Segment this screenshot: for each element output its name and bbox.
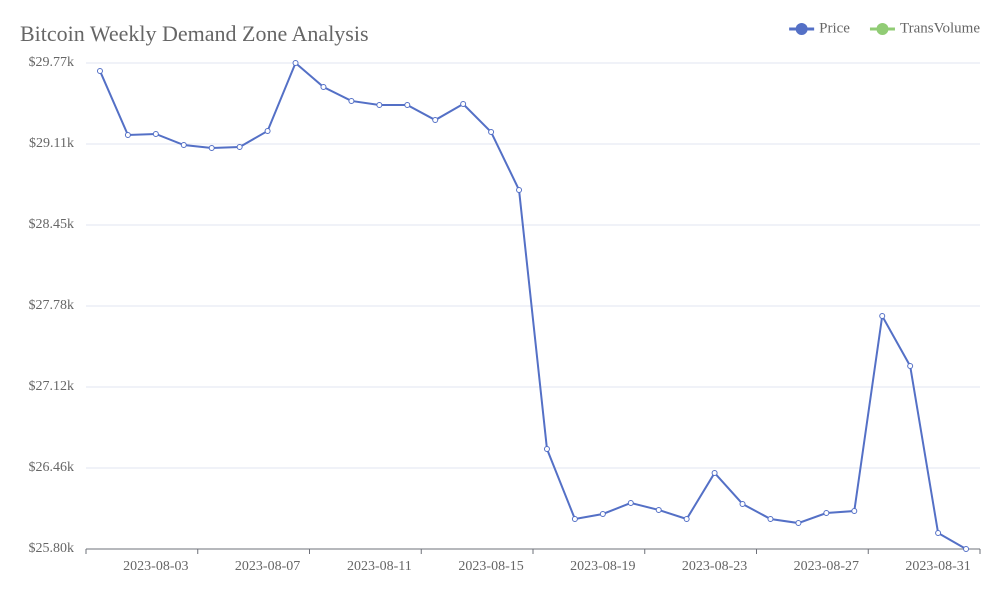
y-tick-label: $29.77k bbox=[29, 55, 75, 70]
y-tick-label: $27.78k bbox=[29, 298, 75, 313]
y-tick-label: $25.80k bbox=[29, 541, 75, 556]
point bbox=[264, 127, 271, 134]
point bbox=[739, 500, 746, 507]
x-tick-label: 2023-08-03 bbox=[123, 559, 188, 574]
point bbox=[152, 131, 159, 138]
x-tick-label: 2023-08-23 bbox=[682, 559, 747, 574]
point bbox=[516, 186, 523, 193]
x-tick-label: 2023-08-31 bbox=[905, 559, 970, 574]
y-tick-label: $26.46k bbox=[29, 460, 75, 475]
point bbox=[432, 117, 439, 124]
legend-label: TransVolume bbox=[900, 20, 980, 36]
y-tick-label: $28.45k bbox=[29, 217, 75, 232]
legend-marker bbox=[795, 23, 808, 35]
point bbox=[627, 499, 634, 506]
point bbox=[935, 529, 942, 536]
point bbox=[404, 101, 411, 108]
legend-marker bbox=[876, 23, 889, 35]
point bbox=[683, 516, 690, 523]
x-tick-label: 2023-08-11 bbox=[347, 559, 412, 574]
point bbox=[655, 506, 662, 513]
point bbox=[488, 129, 495, 136]
point bbox=[236, 143, 243, 150]
point bbox=[711, 469, 718, 476]
point bbox=[543, 445, 550, 452]
point bbox=[963, 546, 970, 552]
x-tick-label: 2023-08-07 bbox=[235, 559, 300, 574]
y-tick-label: $29.11k bbox=[29, 136, 74, 151]
y-tick-label: $27.12k bbox=[29, 379, 75, 394]
point bbox=[571, 516, 578, 523]
point bbox=[879, 313, 886, 320]
point bbox=[348, 97, 355, 104]
x-tick-label: 2023-08-27 bbox=[794, 559, 859, 574]
point bbox=[823, 510, 830, 517]
x-tick-label: 2023-08-15 bbox=[458, 559, 523, 574]
point bbox=[180, 142, 187, 149]
point bbox=[96, 67, 103, 74]
point bbox=[124, 131, 131, 138]
point bbox=[907, 362, 914, 369]
chart-title: Bitcoin Weekly Demand Zone Analysis bbox=[20, 21, 369, 46]
line bbox=[99, 61, 967, 550]
point bbox=[208, 144, 215, 151]
point bbox=[851, 508, 858, 515]
point bbox=[599, 510, 606, 517]
legend-label: Price bbox=[819, 20, 850, 36]
point bbox=[767, 516, 774, 523]
point bbox=[320, 83, 327, 90]
point bbox=[376, 101, 383, 108]
x-tick-label: 2023-08-19 bbox=[570, 559, 635, 574]
point bbox=[795, 520, 802, 527]
point bbox=[460, 101, 467, 108]
point bbox=[292, 60, 299, 66]
